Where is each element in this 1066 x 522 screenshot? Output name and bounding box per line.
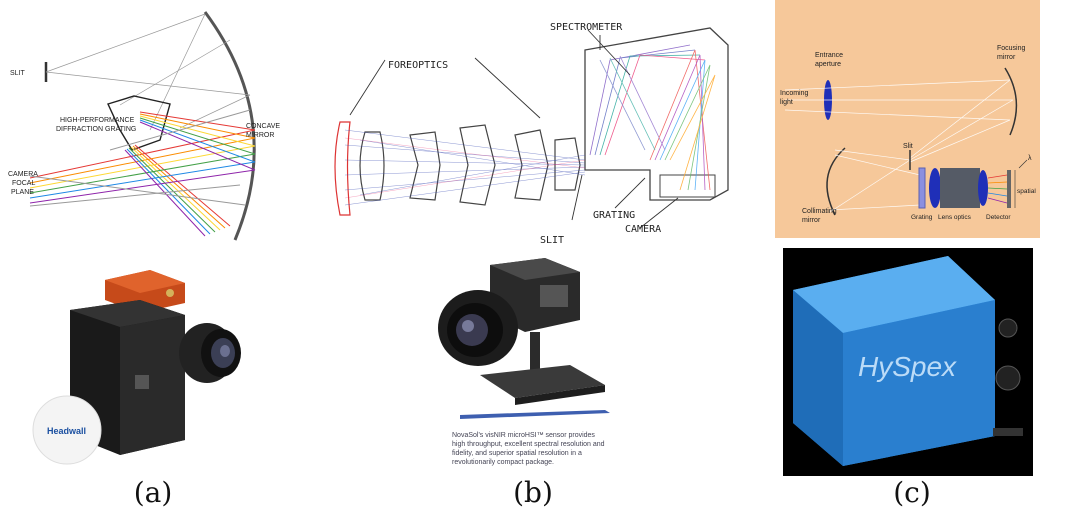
- mirror-label-line-2: MIRROR: [246, 132, 274, 139]
- sensor-blurb: NovaSol's visNIR microHSI™ sensor provid…: [452, 431, 652, 467]
- foreoptics-label: FOREOPTICS: [388, 60, 448, 71]
- grating-shape: [918, 167, 926, 209]
- lambda-label: λ: [1028, 155, 1032, 162]
- concave-mirror-shape: [203, 11, 256, 241]
- panel-a-camera-photo: Headwall: [32, 270, 241, 465]
- diffraction-grating-shape: [107, 95, 171, 151]
- spatial-label: spatial: [1017, 188, 1036, 195]
- lens-optics-shape-1: [929, 168, 941, 208]
- camera-box-shape: [659, 174, 716, 198]
- panel-c-spectrometer-diagram: Entrance aperture Incoming light Focusin…: [775, 0, 1040, 238]
- ball-brand-text: Headwall: [47, 426, 86, 436]
- camera-label: CAMERA: [625, 224, 661, 235]
- golf-ball-shape: [32, 395, 102, 465]
- camera-label-line-3: PLANE: [11, 189, 34, 196]
- blurb-line-3: fidelity, and superior spatial resolutio…: [452, 450, 582, 457]
- panel-b-optics-diagram: SPECTROMETER FOREOPTICS GRATING SLIT CAM…: [334, 22, 729, 245]
- slit-label: SLIT: [540, 235, 564, 245]
- blurb-line-1: NovaSol's visNIR microHSI™ sensor provid…: [452, 432, 595, 439]
- panel-c-hyspex-photo: HySpex: [783, 248, 1033, 476]
- slit-label: SLIT: [10, 70, 26, 77]
- grating-label-line-2: DIFFRACTION GRATING: [56, 126, 136, 133]
- focusing-label-2: mirror: [997, 54, 1016, 61]
- mirror-label-line-1: CONCAVE: [246, 123, 280, 130]
- collimating-label-2: mirror: [802, 217, 821, 224]
- grating-label-line-1: HIGH-PERFORMANCE: [60, 117, 135, 124]
- grating-label: Grating: [911, 214, 933, 221]
- grating-label: GRATING: [593, 210, 635, 221]
- focusing-mirror-shape: [1004, 67, 1018, 136]
- collimating-label-1: Collimating: [802, 208, 837, 215]
- camera-label-line-1: CAMERA: [8, 171, 38, 178]
- hyspex-brand-text: HySpex: [858, 351, 957, 382]
- blurb-line-4: revolutionarily compact package.: [452, 459, 554, 466]
- camera-label-line-2: FOCAL: [12, 180, 35, 187]
- pen-shape: [460, 410, 610, 419]
- focusing-label-1: Focusing: [997, 45, 1026, 52]
- panel-b-sensor-photo: [438, 258, 610, 419]
- panel-c-background: [775, 0, 1040, 238]
- caption-c: (c): [893, 476, 931, 509]
- incoming-label-1: Incoming: [780, 90, 809, 97]
- blurb-line-2: high throughput, excellent spectral reso…: [452, 441, 605, 448]
- lens-optics-barrel: [940, 168, 980, 208]
- mounting-plate-shape: [480, 365, 605, 398]
- spectrometer-label: SPECTROMETER: [550, 22, 623, 33]
- collimating-mirror-shape: [826, 147, 846, 216]
- caption-a: (a): [133, 476, 173, 509]
- slit-label: Slit: [903, 143, 913, 150]
- panel-a-spectrometer-diagram: SLIT HIGH-PERFORMANCE DIFFRACTION GRATIN…: [8, 11, 280, 241]
- lens-optics-shape-2: [978, 170, 988, 206]
- detector-shape: [1007, 170, 1011, 208]
- lens-label: Lens optics: [938, 214, 972, 221]
- spectrometer-housing-shape: [584, 27, 729, 201]
- detector-label: Detector: [986, 214, 1011, 221]
- caption-b: (b): [513, 476, 553, 509]
- incoming-label-2: light: [780, 99, 793, 106]
- entrance-label-2: aperture: [815, 61, 841, 68]
- entrance-label-1: Entrance: [815, 52, 843, 59]
